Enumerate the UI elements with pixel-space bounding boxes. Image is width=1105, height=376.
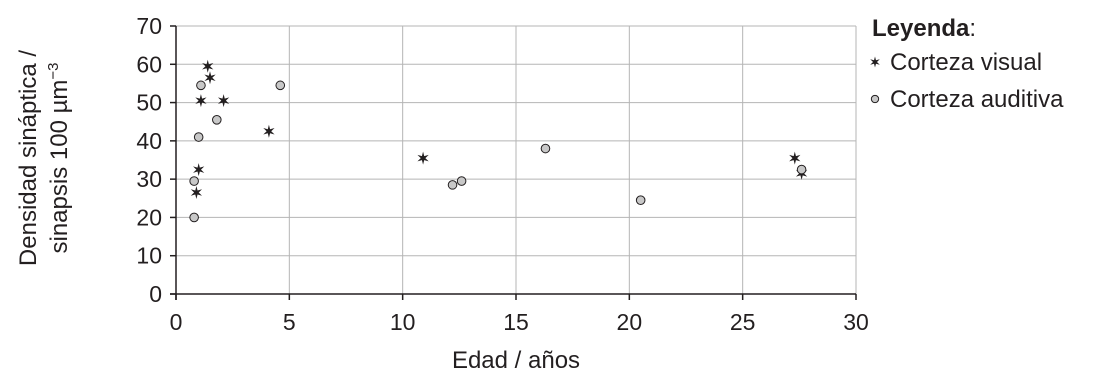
x-tick-label: 10	[390, 309, 416, 335]
circle-marker	[189, 212, 199, 223]
circle-marker	[193, 132, 204, 142]
circle-marker	[456, 176, 467, 186]
legend-title-colon: :	[969, 15, 976, 42]
star-marker	[789, 151, 801, 165]
grid	[176, 25, 857, 294]
x-tick-label: 5	[283, 309, 296, 335]
star-marker	[190, 186, 203, 200]
circle-marker	[196, 80, 206, 91]
legend-marker	[870, 56, 880, 68]
legend-label: Corteza visual	[890, 49, 1042, 76]
legend-title: Leyenda	[872, 15, 970, 42]
y-axis-title-unit: sinapsis 100 µm	[46, 80, 73, 254]
circle-marker	[540, 143, 551, 154]
circle-marker	[635, 195, 646, 205]
legend-marker	[870, 94, 880, 104]
star-marker	[217, 94, 230, 108]
legend-label: Corteza auditiva	[890, 86, 1064, 113]
x-tick-label: 15	[503, 309, 529, 335]
y-tick-label: 70	[136, 13, 162, 39]
y-tick-label: 30	[136, 166, 162, 192]
y-tick-label: 40	[136, 128, 162, 154]
y-tick-label: 0	[149, 281, 162, 307]
circle-marker	[275, 80, 286, 91]
circle-marker	[796, 164, 807, 175]
x-tick-label: 25	[730, 309, 756, 335]
x-axis-title: Edad / años	[452, 347, 580, 374]
legend-entry: Corteza auditiva	[870, 86, 1064, 113]
series-corteza-visual	[190, 59, 808, 200]
y-tick-label: 60	[136, 51, 162, 77]
series-corteza-auditiva	[189, 80, 807, 223]
y-tick-label: 50	[136, 90, 162, 116]
star-marker	[193, 163, 205, 177]
circle-marker	[212, 115, 222, 125]
star-marker	[417, 151, 429, 165]
y-axis-title-exponent: −3	[45, 62, 62, 79]
data-points	[189, 59, 808, 223]
y-axis-title-line1: Densidad sináptica /	[15, 50, 42, 266]
star-marker	[204, 71, 216, 85]
x-tick-label: 0	[170, 309, 183, 335]
x-tick-label: 20	[617, 309, 643, 335]
circle-marker	[447, 180, 458, 190]
y-axis-title-line2: sinapsis 100 µm−3	[45, 62, 73, 253]
circle-marker	[189, 176, 199, 186]
axes	[170, 25, 857, 300]
y-tick-label: 10	[136, 243, 162, 269]
star-marker	[202, 59, 214, 73]
star-marker	[195, 94, 207, 108]
legend: Leyenda: Corteza visual Corteza auditiva	[870, 15, 1064, 113]
star-marker	[263, 124, 275, 138]
y-tick-label: 20	[136, 204, 162, 230]
legend-title-line: Leyenda:	[872, 15, 976, 42]
legend-entry: Corteza visual	[870, 49, 1042, 76]
x-tick-label: 30	[843, 309, 869, 335]
tick-labels: 0 10 20 30 40 50 60 70 0 5 10 15 20 25 30	[136, 13, 868, 335]
